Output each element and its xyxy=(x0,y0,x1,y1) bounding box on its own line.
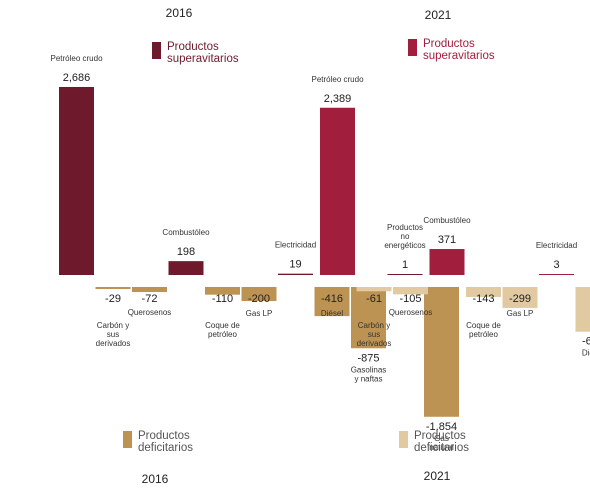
bar-2021-2-value: -105 xyxy=(399,293,421,305)
bar-2021-6-label: Electricidad xyxy=(536,241,577,250)
bar-2021-5-value: -299 xyxy=(509,293,531,305)
bar-2021-1-label: Carbón y sus derivados xyxy=(357,321,392,348)
bar-2021-2 xyxy=(393,287,428,295)
legend-label-deficit-2016: Productos deficitarios xyxy=(138,430,193,454)
bar-2016-4-label: Coque de petróleo xyxy=(205,321,240,339)
bar-2016-2-value: -72 xyxy=(142,293,158,305)
bar-2016-5-value: -200 xyxy=(248,293,270,305)
bar-2016-0 xyxy=(59,86,94,275)
bar-2021-5 xyxy=(502,287,538,308)
bar-2016-7-value: -416 xyxy=(321,293,343,305)
bar-2016-6 xyxy=(278,273,313,275)
bar-2021-7-label: Diésel xyxy=(582,349,590,358)
bar-2016-10-value: -1,854 xyxy=(426,421,457,433)
legend-label-surplus-2016: Productos superavitarios xyxy=(167,41,239,65)
bar-2021-2-label: Querosenos xyxy=(389,308,433,317)
bar-2016-1-value: -29 xyxy=(105,293,121,305)
bar-2016-9-value: 1 xyxy=(402,259,408,271)
bar-2016-1-label: Carbón y sus derivados xyxy=(96,321,131,348)
bar-2016-7-label: Diésel xyxy=(321,309,343,318)
bar-2016-8-label: Gasolinas y naftas xyxy=(351,365,387,383)
bar-2016-3 xyxy=(168,261,204,275)
bar-2021-4-value: -143 xyxy=(472,293,494,305)
bar-2021-1-value: -61 xyxy=(366,293,382,305)
year-label-2021-bottom: 2021 xyxy=(424,469,451,483)
year-label-2021-top: 2021 xyxy=(425,8,452,22)
legend-label-surplus-2021: Productos superavitarios xyxy=(423,38,495,62)
legend-swatch-deficit-2016 xyxy=(123,431,132,448)
bar-2021-6 xyxy=(539,274,574,275)
legend-label-deficit-2021: Productos deficitarios xyxy=(414,430,469,454)
bar-2021-1 xyxy=(356,287,392,292)
bar-2021-3 xyxy=(429,249,465,275)
bar-2016-3-label: Combustóleo xyxy=(162,228,210,237)
bar-2016-9-label: Productos no energéticos xyxy=(384,223,425,250)
legend-swatch-surplus-2016 xyxy=(152,42,161,59)
bar-2016-10-label: Gas natural xyxy=(429,434,454,452)
bar-2016-2-label: Querosenos xyxy=(128,308,172,317)
bar-2016-0-value: 2,686 xyxy=(63,72,91,84)
bar-2016-8 xyxy=(351,287,386,349)
bar-2016-9 xyxy=(387,274,423,275)
bar-2016-10 xyxy=(424,287,459,417)
bar-2021-0-value: 2,389 xyxy=(324,93,352,105)
bar-2016-6-value: 19 xyxy=(289,259,301,271)
bar-2016-4 xyxy=(205,287,240,295)
bar-2021-4-label: Coque de petróleo xyxy=(466,321,501,339)
bar-2021-4 xyxy=(466,287,501,298)
bar-2016-7 xyxy=(314,287,350,317)
bar-2016-2 xyxy=(132,287,167,293)
year-label-2016-top: 2016 xyxy=(166,6,193,20)
bar-2021-7-value: -639 xyxy=(582,336,590,348)
year-label-2016-bottom: 2016 xyxy=(142,472,169,486)
bar-2016-3-value: 198 xyxy=(177,246,195,258)
bar-2021-6-value: 3 xyxy=(553,259,559,271)
bar-2021-0-label: Petróleo crudo xyxy=(311,75,364,84)
legend-swatch-deficit-2021 xyxy=(399,431,408,448)
bar-2021-3-label: Combustóleo xyxy=(423,216,471,225)
bar-2016-5 xyxy=(241,287,277,301)
bar-2016-4-value: -110 xyxy=(212,293,233,305)
bar-2021-7 xyxy=(575,287,590,332)
bar-2021-5-label: Gas LP xyxy=(507,309,534,318)
legend-swatch-surplus-2021 xyxy=(408,39,417,56)
bar-2016-6-label: Electricidad xyxy=(275,241,316,250)
bar-2016-5-label: Gas LP xyxy=(246,309,273,318)
bar-2016-8-value: -875 xyxy=(357,352,379,364)
bar-2021-3-value: 371 xyxy=(438,234,456,246)
bar-2016-1 xyxy=(95,287,131,290)
bar-2021-0 xyxy=(320,107,355,276)
bar-2016-0-label: Petróleo crudo xyxy=(50,54,103,63)
